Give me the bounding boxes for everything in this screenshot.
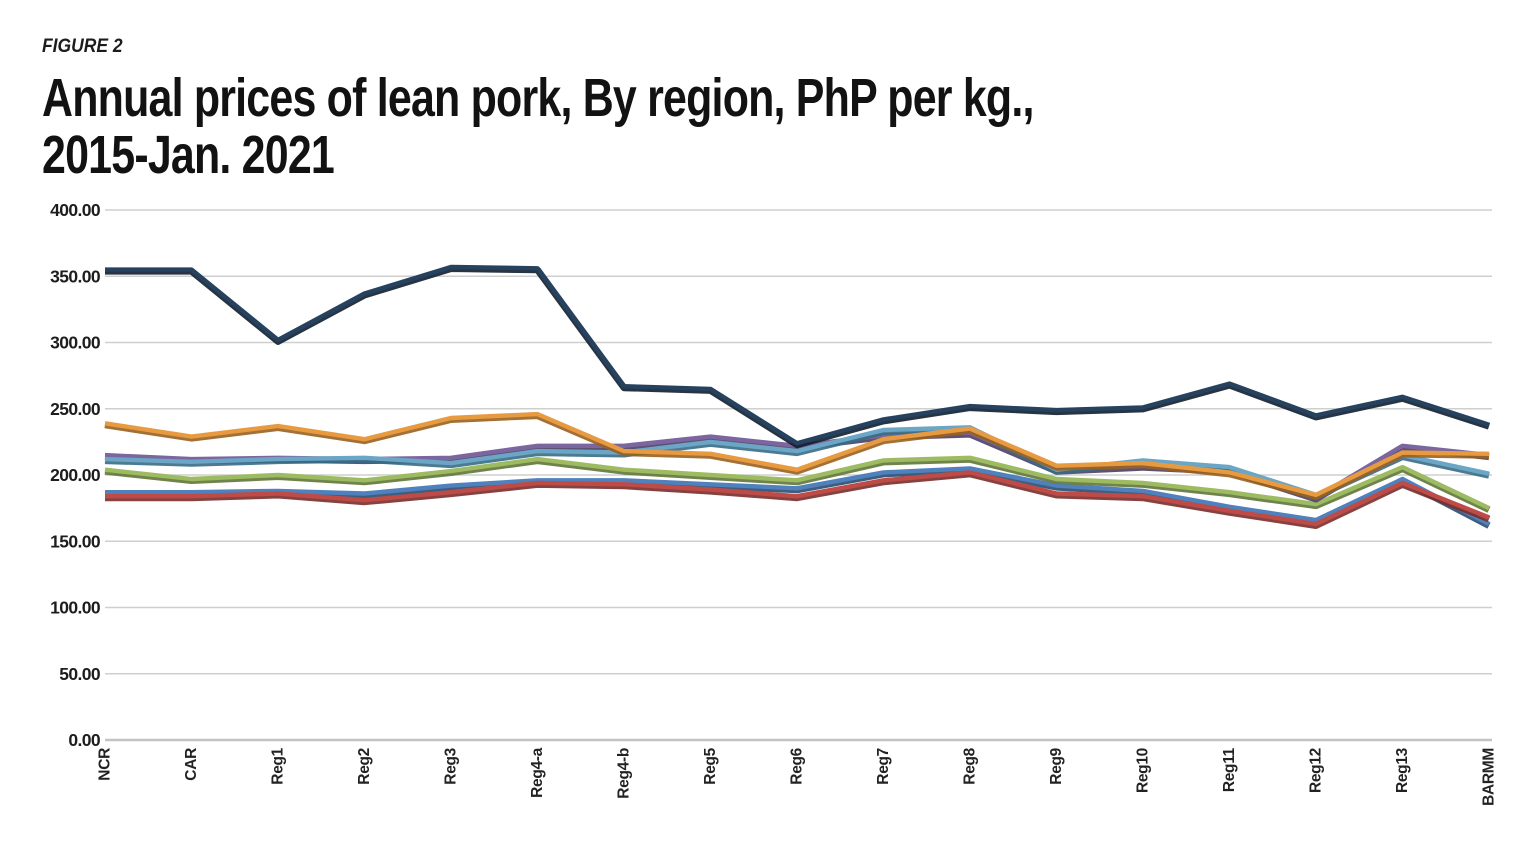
- x-tick-label: Reg6: [789, 747, 806, 784]
- chart-title: Annual prices of lean pork, By region, P…: [42, 70, 1034, 184]
- y-tick-label: 100.00: [50, 598, 101, 618]
- x-tick-label: Reg1: [270, 747, 287, 784]
- x-tick-label: Reg2: [356, 748, 373, 785]
- x-tick-label: Reg5: [702, 747, 719, 784]
- chart-title-line-1: Annual prices of lean pork, By region, P…: [42, 68, 1034, 128]
- x-tick-label: Reg7: [875, 748, 892, 785]
- x-tick-label: BARMM: [1481, 748, 1498, 806]
- series-aqua-line: [104, 425, 1490, 498]
- series-blue-line: [105, 466, 1491, 526]
- x-tick-label: NCR: [97, 748, 114, 781]
- chart-title-line-2: 2015-Jan. 2021: [42, 125, 335, 185]
- y-tick-label: 250.00: [50, 399, 101, 419]
- x-tick-label: Reg3: [443, 747, 460, 784]
- y-tick-label: 200.00: [50, 465, 101, 485]
- series-red-line: [105, 470, 1490, 527]
- x-tick-label: Reg11: [1221, 747, 1238, 792]
- x-tick-label: Reg12: [1308, 748, 1325, 793]
- x-tick-label: Reg8: [962, 747, 979, 784]
- x-tick-label: Reg13: [1394, 747, 1411, 793]
- series-navy-line: [105, 264, 1490, 446]
- x-tick-label: Reg4-b: [616, 748, 633, 799]
- y-tick-label: 50.00: [59, 664, 101, 684]
- y-tick-label: 300.00: [50, 333, 101, 353]
- x-tick-label: CAR: [183, 748, 200, 781]
- series-edge-navy-line: [105, 265, 1491, 449]
- y-tick-label: 350.00: [50, 266, 101, 286]
- series-orange-line: [104, 411, 1490, 498]
- y-tick-label: 150.00: [50, 531, 101, 551]
- x-tick-label: Reg9: [1048, 747, 1065, 784]
- figure-label: FIGURE 2: [42, 36, 123, 57]
- series-green-line: [104, 455, 1490, 511]
- x-tick-label: Reg4-a: [529, 747, 546, 798]
- y-tick-label: 400.00: [50, 200, 101, 220]
- y-tick-label: 0.00: [68, 730, 101, 750]
- x-tick-label: Reg10: [1135, 748, 1152, 793]
